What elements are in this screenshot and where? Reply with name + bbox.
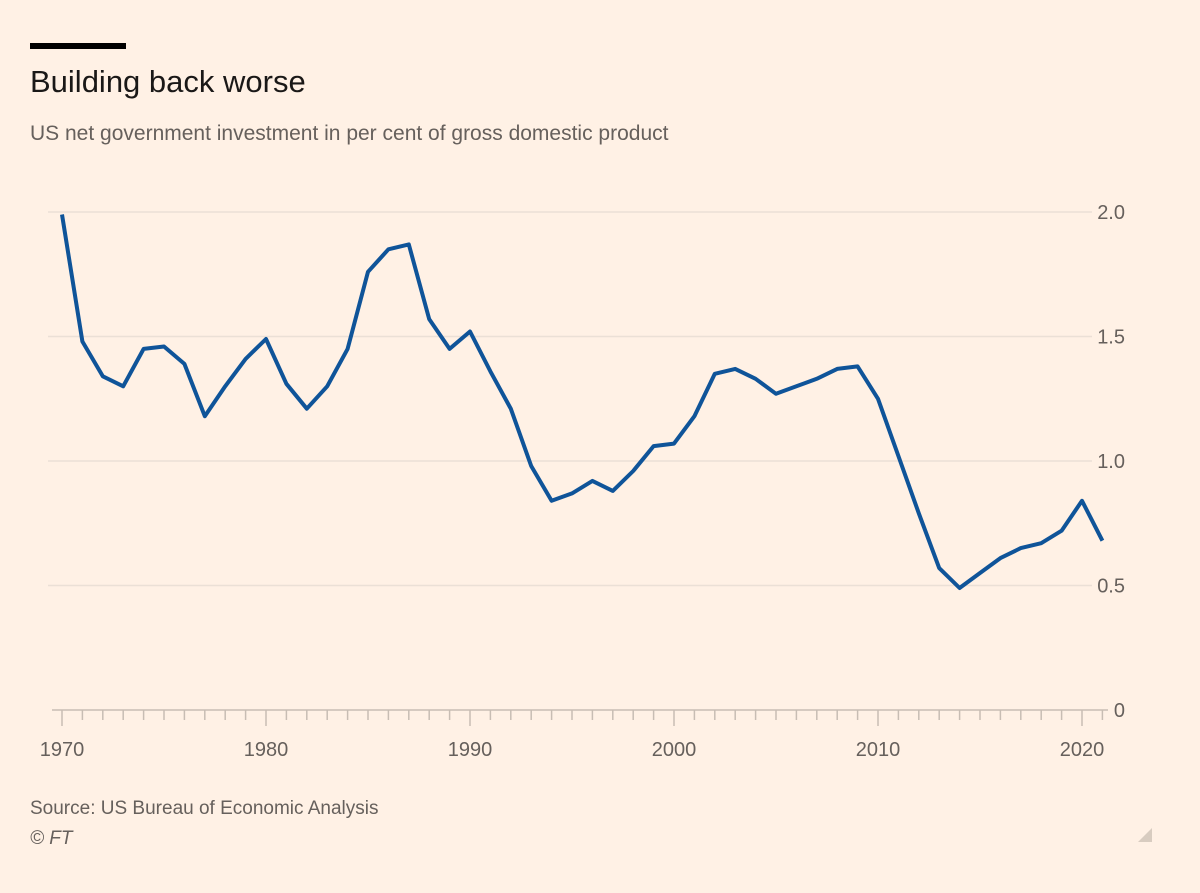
- y-tick-label: 0.5: [1097, 576, 1125, 598]
- y-tick-label: 1.5: [1097, 327, 1125, 349]
- chart-subtitle: US net government investment in per cent…: [30, 122, 669, 145]
- y-tick-label: 2.0: [1097, 202, 1125, 224]
- chart-title: Building back worse: [30, 64, 306, 99]
- x-tick-label: 2020: [1060, 739, 1105, 761]
- copyright: © FT: [30, 828, 73, 849]
- x-tick-label: 2010: [856, 739, 901, 761]
- x-tick-label: 1980: [244, 739, 289, 761]
- ft-title-bar: [30, 43, 126, 49]
- source-note: Source: US Bureau of Economic Analysis: [30, 798, 379, 819]
- x-tick-label: 1970: [40, 739, 85, 761]
- y-tick-label: 1.0: [1097, 451, 1125, 473]
- y-tick-label: 0: [1114, 700, 1125, 722]
- resize-handle-icon[interactable]: [1138, 828, 1152, 842]
- x-tick-label: 2000: [652, 739, 697, 761]
- series-line: [60, 214, 1105, 590]
- x-tick-label: 1990: [448, 739, 493, 761]
